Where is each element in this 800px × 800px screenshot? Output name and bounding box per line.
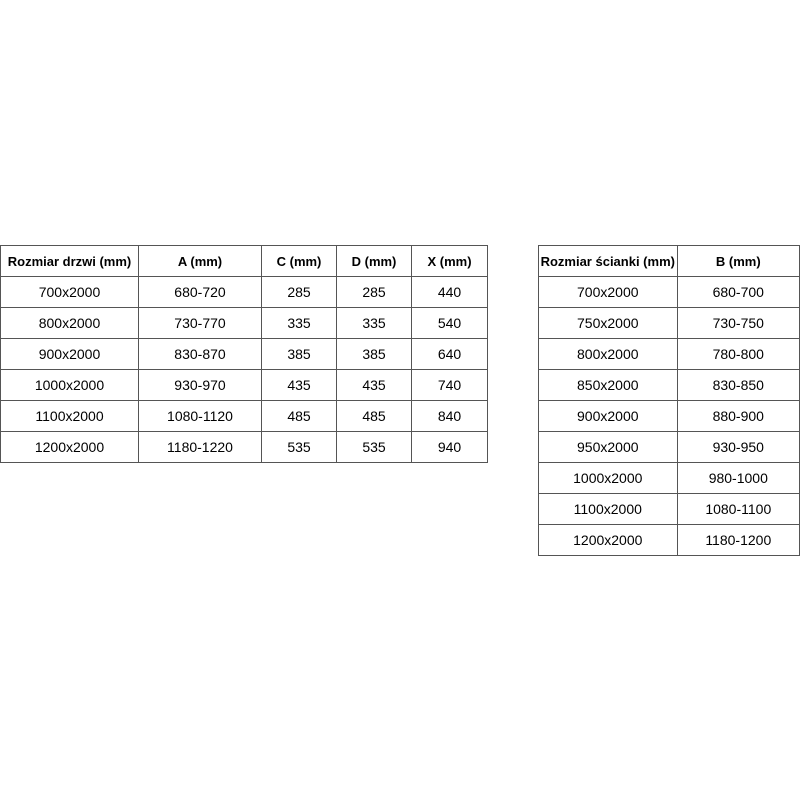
column-header: A (mm)	[139, 246, 262, 277]
table-row: 900x2000830-870385385640	[1, 339, 488, 370]
header-row: Rozmiar drzwi (mm)A (mm)C (mm)D (mm)X (m…	[1, 246, 488, 277]
table-row: 1100x20001080-1120485485840	[1, 401, 488, 432]
table-cell: 285	[337, 277, 412, 308]
header-row: Rozmiar ścianki (mm)B (mm)	[539, 246, 800, 277]
table-cell: 780-800	[677, 339, 799, 370]
table-cell: 840	[412, 401, 488, 432]
table-cell: 880-900	[677, 401, 799, 432]
table-row: 700x2000680-700	[539, 277, 800, 308]
table-cell: 730-750	[677, 308, 799, 339]
table-row: 1200x20001180-1200	[539, 525, 800, 556]
table-cell: 900x2000	[539, 401, 678, 432]
table-cell: 485	[262, 401, 337, 432]
table-cell: 385	[262, 339, 337, 370]
column-header: B (mm)	[677, 246, 799, 277]
table-cell: 385	[337, 339, 412, 370]
door-size-table: Rozmiar drzwi (mm)A (mm)C (mm)D (mm)X (m…	[0, 245, 488, 463]
table-row: 1000x2000930-970435435740	[1, 370, 488, 401]
table-row: 1100x20001080-1100	[539, 494, 800, 525]
table-cell: 440	[412, 277, 488, 308]
column-header: Rozmiar drzwi (mm)	[1, 246, 139, 277]
column-header: X (mm)	[412, 246, 488, 277]
table-row: 1200x20001180-1220535535940	[1, 432, 488, 463]
table-cell: 1180-1220	[139, 432, 262, 463]
table-cell: 950x2000	[539, 432, 678, 463]
table-cell: 700x2000	[539, 277, 678, 308]
table-cell: 335	[262, 308, 337, 339]
table-cell: 1000x2000	[1, 370, 139, 401]
table-cell: 435	[337, 370, 412, 401]
table-cell: 700x2000	[1, 277, 139, 308]
table-cell: 1100x2000	[1, 401, 139, 432]
table-cell: 1000x2000	[539, 463, 678, 494]
table-cell: 640	[412, 339, 488, 370]
wall-size-table: Rozmiar ścianki (mm)B (mm) 700x2000680-7…	[538, 245, 800, 556]
table-cell: 980-1000	[677, 463, 799, 494]
table-cell: 1080-1100	[677, 494, 799, 525]
column-header: C (mm)	[262, 246, 337, 277]
table-cell: 335	[337, 308, 412, 339]
table-cell: 535	[337, 432, 412, 463]
table-row: 700x2000680-720285285440	[1, 277, 488, 308]
table-cell: 680-720	[139, 277, 262, 308]
table-cell: 900x2000	[1, 339, 139, 370]
table-cell: 730-770	[139, 308, 262, 339]
table-cell: 1200x2000	[1, 432, 139, 463]
table-cell: 285	[262, 277, 337, 308]
table-cell: 800x2000	[539, 339, 678, 370]
table-row: 1000x2000980-1000	[539, 463, 800, 494]
table-cell: 1100x2000	[539, 494, 678, 525]
table-cell: 750x2000	[539, 308, 678, 339]
table-cell: 740	[412, 370, 488, 401]
table-cell: 680-700	[677, 277, 799, 308]
column-header: Rozmiar ścianki (mm)	[539, 246, 678, 277]
table-cell: 930-950	[677, 432, 799, 463]
table-row: 750x2000730-750	[539, 308, 800, 339]
table-row: 800x2000730-770335335540	[1, 308, 488, 339]
table-cell: 535	[262, 432, 337, 463]
table-row: 900x2000880-900	[539, 401, 800, 432]
table-cell: 850x2000	[539, 370, 678, 401]
table-cell: 1200x2000	[539, 525, 678, 556]
table-cell: 1080-1120	[139, 401, 262, 432]
table-cell: 540	[412, 308, 488, 339]
table-cell: 435	[262, 370, 337, 401]
table-cell: 800x2000	[1, 308, 139, 339]
table-cell: 830-850	[677, 370, 799, 401]
table-row: 850x2000830-850	[539, 370, 800, 401]
table-cell: 830-870	[139, 339, 262, 370]
table-row: 950x2000930-950	[539, 432, 800, 463]
table-cell: 940	[412, 432, 488, 463]
table-cell: 1180-1200	[677, 525, 799, 556]
column-header: D (mm)	[337, 246, 412, 277]
table-cell: 485	[337, 401, 412, 432]
table-cell: 930-970	[139, 370, 262, 401]
table-row: 800x2000780-800	[539, 339, 800, 370]
